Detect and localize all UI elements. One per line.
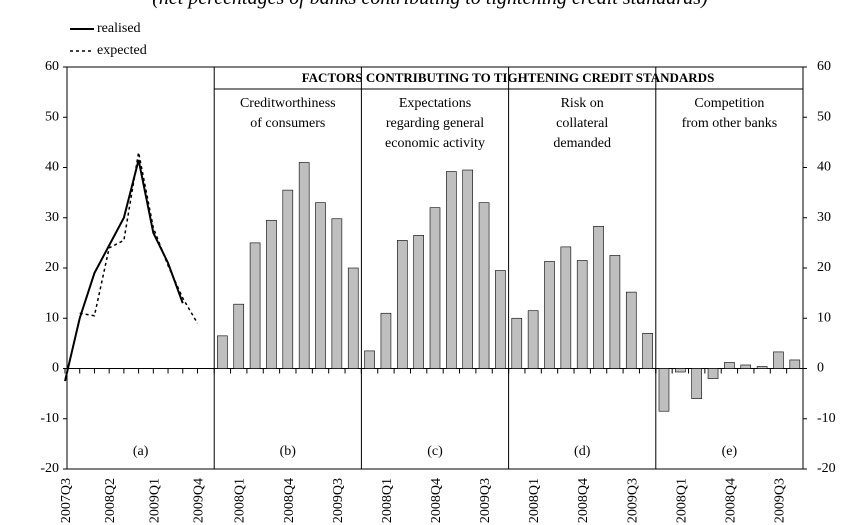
group-title: FACTORS CONTRIBUTING TO TIGHTENING CREDI…	[302, 70, 715, 85]
panel-label: (a)	[133, 444, 149, 459]
bar	[707, 368, 719, 379]
panel-title: from other banks	[682, 116, 778, 131]
y-tick-label: -10	[40, 411, 59, 426]
x-tick-label: 2009Q3	[331, 478, 346, 523]
panel-label: (b)	[280, 444, 297, 459]
x-tick-label: 2008Q1	[380, 478, 395, 523]
bar	[675, 368, 686, 373]
series-line	[79, 152, 199, 324]
bar	[789, 359, 801, 369]
bar	[315, 202, 326, 369]
bar	[298, 162, 310, 369]
bar	[609, 255, 621, 369]
x-tick-label: 2008Q1	[674, 478, 689, 523]
bar	[576, 260, 588, 369]
panel-title: demanded	[553, 136, 611, 151]
panel-title: Risk on	[561, 96, 604, 111]
y-tick-label: -20	[40, 461, 59, 476]
bar	[347, 267, 359, 369]
series-line	[64, 159, 184, 382]
panel-label: (e)	[722, 444, 738, 459]
bar	[756, 366, 768, 369]
x-tick-label: 2009Q3	[772, 478, 787, 523]
y-tick-label: 20	[45, 260, 59, 275]
panel-title: Expectations	[399, 96, 471, 111]
legend-label: expected	[97, 43, 147, 58]
y2-tick-label: 50	[817, 109, 831, 124]
x-tick-label: 2009Q1	[147, 478, 162, 523]
bar	[282, 189, 294, 369]
y2-tick-label: 0	[817, 361, 824, 376]
panel-title: regarding general	[386, 116, 484, 131]
y-tick-label: 60	[45, 59, 59, 74]
y2-tick-label: 60	[817, 59, 831, 74]
bar	[724, 362, 735, 369]
bar	[625, 291, 637, 369]
y2-tick-label: 40	[817, 160, 831, 175]
bar	[740, 364, 752, 369]
panel-title: of consumers	[250, 116, 325, 131]
panel-label: (d)	[574, 444, 591, 459]
x-tick-label: 2009Q3	[478, 478, 493, 523]
bar	[691, 368, 702, 399]
bar	[266, 219, 277, 369]
y2-tick-label: 10	[817, 310, 831, 325]
bar	[380, 312, 392, 369]
x-tick-label: 2008Q4	[576, 478, 591, 523]
panel-label: (c)	[427, 444, 443, 459]
bar	[429, 207, 441, 369]
x-tick-label: 2007Q3	[59, 478, 74, 523]
y-tick-label: 10	[45, 310, 59, 325]
panel-title: Competition	[694, 96, 764, 111]
bar	[249, 242, 261, 369]
bar	[217, 335, 228, 369]
bar	[642, 333, 653, 369]
x-tick-label: 2008Q2	[103, 478, 118, 523]
x-tick-label: 2009Q3	[625, 478, 640, 523]
legend-label: realised	[97, 21, 141, 36]
bar	[495, 270, 506, 369]
bar	[658, 368, 670, 412]
bar	[593, 225, 604, 369]
chart-subtitle: (net percentages of banks contributing t…	[152, 0, 708, 9]
x-tick-label: 2008Q4	[429, 478, 444, 523]
bar	[364, 350, 375, 369]
x-tick-label: 2008Q1	[527, 478, 542, 523]
bar	[233, 303, 245, 369]
y-tick-label: 30	[45, 210, 59, 225]
bar	[413, 235, 424, 369]
y2-tick-label: 30	[817, 210, 831, 225]
bar	[478, 202, 490, 369]
y-tick-label: 40	[45, 160, 59, 175]
panel-title: Creditworthiness	[240, 96, 336, 111]
bar	[462, 169, 474, 369]
bar	[331, 218, 343, 369]
bar	[544, 261, 555, 369]
bar	[396, 240, 408, 369]
bar	[773, 351, 784, 369]
bar	[527, 310, 539, 369]
y2-tick-label: 20	[817, 260, 831, 275]
x-tick-label: 2008Q4	[282, 478, 297, 523]
bar	[446, 171, 457, 369]
y-tick-label: 50	[45, 109, 59, 124]
x-tick-label: 2009Q4	[191, 478, 206, 523]
panel-title: collateral	[556, 116, 608, 131]
y-tick-label: 0	[52, 361, 59, 376]
panel-title: economic activity	[385, 136, 485, 151]
x-tick-label: 2008Q4	[723, 478, 738, 523]
bar	[511, 317, 523, 369]
y2-tick-label: -10	[817, 411, 836, 426]
bar	[560, 246, 572, 369]
x-tick-label: 2008Q1	[233, 478, 248, 523]
y2-tick-label: -20	[817, 461, 836, 476]
